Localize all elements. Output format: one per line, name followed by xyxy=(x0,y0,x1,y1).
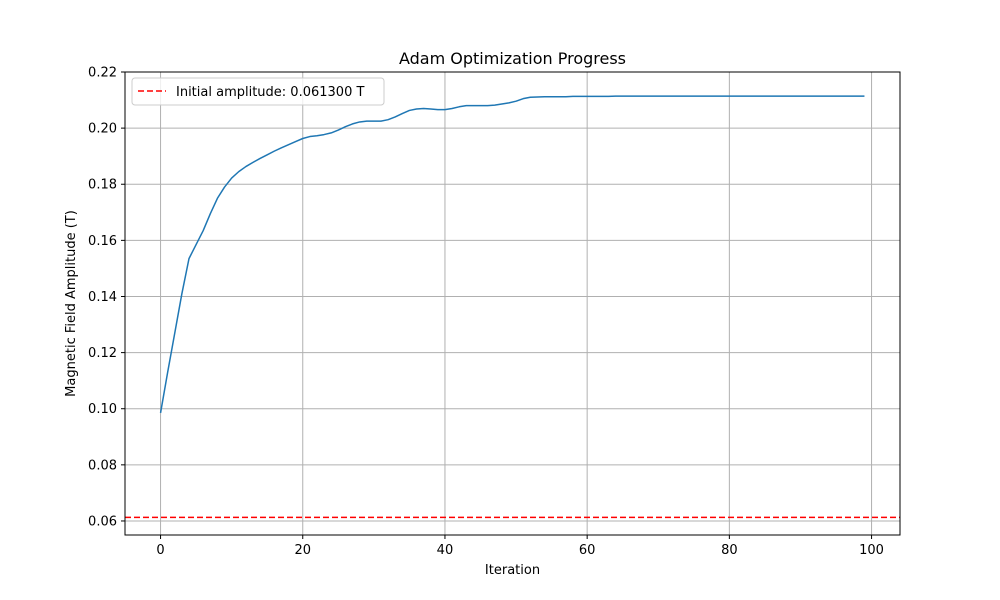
plot-area-frame xyxy=(124,71,901,536)
legend-box xyxy=(131,77,385,106)
legend-label-initial-amplitude: Initial amplitude: 0.061300 T xyxy=(176,85,364,100)
y-tick-label: 0.08 xyxy=(88,458,117,473)
chart-title: Adam Optimization Progress xyxy=(399,49,626,68)
y-tick-label: 0.22 xyxy=(88,66,117,81)
y-tick-label: 0.10 xyxy=(88,402,117,417)
x-tick-label: 60 xyxy=(579,543,596,558)
y-tick-label: 0.16 xyxy=(88,234,117,249)
x-tick-label: 20 xyxy=(294,543,311,558)
x-tick-label: 100 xyxy=(859,543,884,558)
series-layer xyxy=(125,95,900,519)
y-axis-ticks: 0.06 0.08 0.10 0.12 0.14 0.16 0.18 0.20 0.22 xyxy=(88,66,125,529)
x-tick-label: 0 xyxy=(156,543,164,558)
legend: Initial amplitude: 0.061300 T xyxy=(131,77,385,106)
y-tick-label: 0.20 xyxy=(88,122,117,137)
y-tick-label: 0.18 xyxy=(88,178,117,193)
x-tick-label: 80 xyxy=(721,543,738,558)
x-tick-label: 40 xyxy=(437,543,454,558)
y-tick-label: 0.12 xyxy=(88,346,117,361)
y-axis-label: Magnetic Field Amplitude (T) xyxy=(64,210,79,397)
amplitude-series-line xyxy=(159,95,865,414)
x-axis-label: Iteration xyxy=(485,563,540,578)
x-axis-ticks: 0 20 40 60 80 100 xyxy=(156,535,884,558)
y-tick-label: 0.06 xyxy=(88,514,117,529)
y-tick-label: 0.14 xyxy=(88,290,117,305)
